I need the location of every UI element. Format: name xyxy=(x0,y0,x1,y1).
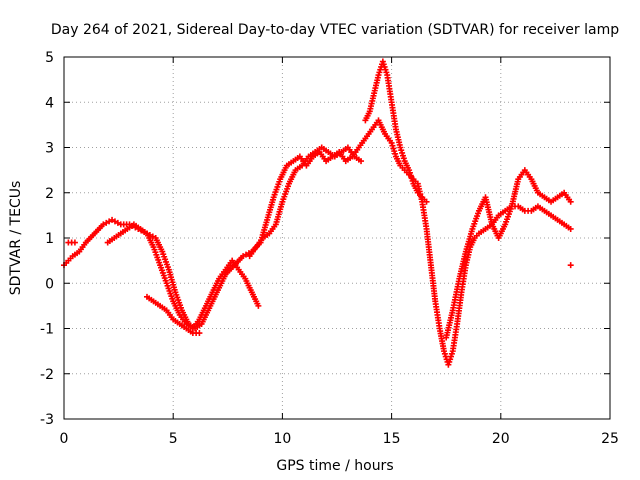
x-tick-label: 5 xyxy=(169,431,178,447)
series-track-e xyxy=(246,144,365,260)
series-track-h xyxy=(567,262,574,269)
series-track-f xyxy=(443,167,574,341)
y-tick-label: -2 xyxy=(40,367,54,383)
y-tick-label: -1 xyxy=(40,322,54,338)
chart-title: Day 264 of 2021, Sidereal Day-to-day VTE… xyxy=(51,22,619,38)
data-point xyxy=(567,225,574,232)
data-point xyxy=(567,198,574,205)
y-tick-label: 3 xyxy=(45,141,54,157)
y-tick-label: 4 xyxy=(45,95,54,111)
data-point xyxy=(71,239,78,246)
series-track-b xyxy=(104,221,262,332)
y-tick-label: -3 xyxy=(40,412,54,428)
x-tick-label: 20 xyxy=(492,431,510,447)
y-axis-label: SDTVAR / TECUs xyxy=(8,181,24,296)
data-point xyxy=(567,262,574,269)
axis-layer: 0 5 10 15 20 25 -3 -2 -1 0 1 2 3 4 5 xyxy=(40,50,619,447)
series-track-c xyxy=(143,293,203,337)
data-point xyxy=(423,198,430,205)
y-tick-label: 0 xyxy=(45,276,54,292)
data-point xyxy=(255,302,262,309)
x-tick-label: 15 xyxy=(383,431,401,447)
y-tick-label: 2 xyxy=(45,186,54,202)
series-track-a xyxy=(61,117,574,368)
data-point xyxy=(196,330,203,337)
x-tick-label: 10 xyxy=(273,431,291,447)
x-axis-label: GPS time / hours xyxy=(276,458,393,474)
data-layer xyxy=(61,58,574,368)
series-track-g xyxy=(65,239,78,246)
x-tick-label: 25 xyxy=(601,431,619,447)
y-tick-label: 5 xyxy=(45,50,54,66)
y-tick-label: 1 xyxy=(45,231,54,247)
x-tick-label: 0 xyxy=(60,431,69,447)
data-point xyxy=(358,158,365,165)
series-track-d xyxy=(362,58,430,205)
